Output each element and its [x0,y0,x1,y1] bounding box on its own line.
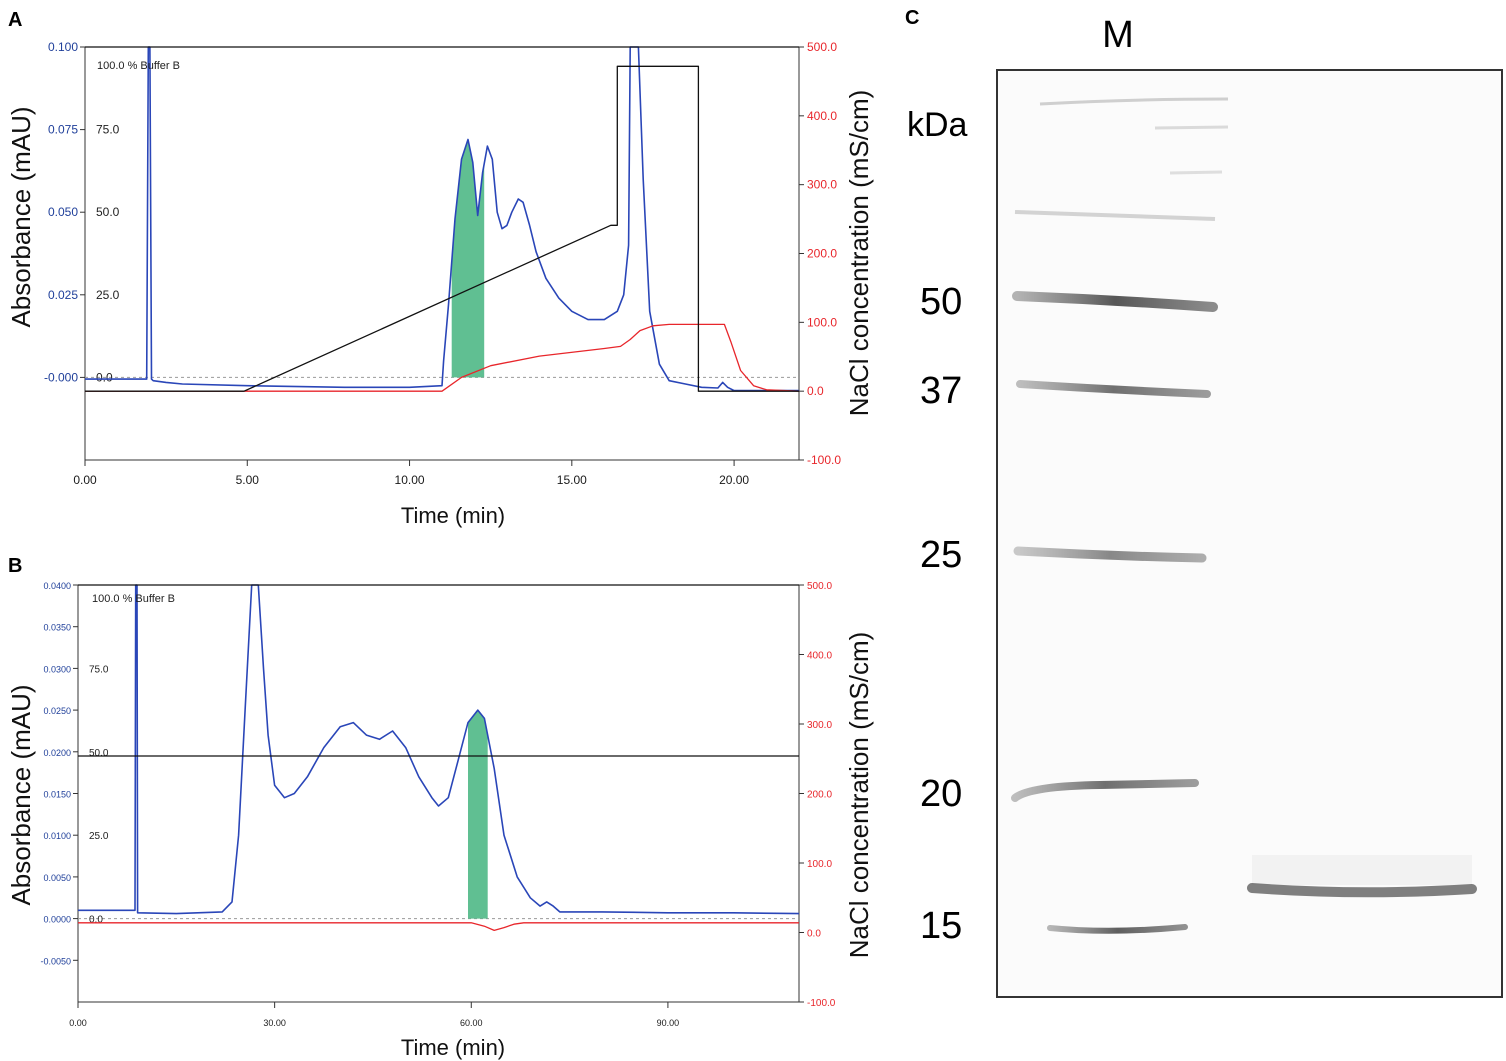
chart-y-right-tick-label: 400.0 [807,109,837,123]
gel-band-25 [1013,546,1207,563]
chart-inner-tick-label: 0.0 [96,370,113,384]
chart-y-left-tick-label: -0.0050 [40,956,71,966]
chart-fraction-area [451,139,485,378]
chart-a-ylabel-left: Absorbance (mAU) [6,106,36,327]
gel-marker-label: 20 [920,773,962,815]
chart-y-left-tick-label: 0.0100 [43,831,71,841]
chart-b-buffer-note: 100.0 % Buffer B [92,593,175,605]
gel-band-15 [1047,924,1188,934]
chart-y-right-tick-label: 0.0 [807,384,824,398]
gel-marker-label: 25 [920,534,962,576]
chart-y-right-tick-label: 300.0 [807,720,832,731]
chart-y-left-tick-label: 0.0150 [43,790,71,800]
chart-b-ylabel-right: NaCl concentration (mS/cm) [844,632,874,959]
gel-band-faint [1039,97,1229,106]
chart-x-tick-label: 60.00 [460,1018,483,1028]
chart-b-xlabel: Time (min) [401,1035,505,1060]
chart-y-right-tick-label: -100.0 [807,998,836,1009]
chart-fraction-area [468,710,488,919]
chart-y-right-tick-label: 200.0 [807,790,832,801]
panel-label-b: B [8,555,22,577]
chart-a-buffer-note: 100.0 % Buffer B [97,60,180,72]
chart-series-absorbance [78,584,800,915]
chart-y-right-tick-label: 500.0 [807,581,832,592]
chart-x-tick-label: 15.00 [557,473,587,487]
gel-frame [996,69,1503,998]
chart-y-left-tick-label: 0.050 [48,205,78,219]
chart-x-tick-label: 30.00 [263,1018,286,1028]
gel-band-37 [1016,380,1211,398]
chart-x-tick-label: 20.00 [719,473,749,487]
gel-band-20 [1011,779,1199,802]
chart-y-right-tick-label: 400.0 [807,651,832,662]
chart-inner-tick-label: 75.0 [96,123,120,137]
chart-series-conductivity [78,922,799,932]
chart-y-right-tick-label: 100.0 [807,859,832,870]
gel-band-faint [1154,125,1229,130]
chart-y-left-tick-label: 0.0300 [43,664,71,674]
chart-y-left-tick-label: -0.000 [44,370,78,384]
gel-marker-label: 50 [920,281,962,323]
chart-y-left-tick-label: 0.0000 [43,915,71,925]
chart-y-right-tick-label: 0.0 [807,929,821,940]
chart-inner-tick-label: 50.0 [89,748,109,759]
gel-band-faint [1014,210,1216,221]
gel-lane-label: M [1102,14,1134,56]
gel-panel: M kDa 50 37 25 20 15 [907,14,1503,998]
chart-inner-tick-label: 0.0 [89,915,103,926]
chart-y-right-tick-label: 500.0 [807,40,837,54]
gel-band-sample [1247,883,1477,898]
panel-label-c: C [905,7,919,29]
gel-marker-label: 15 [920,905,962,947]
chart-inner-tick-label: 25.0 [89,831,109,842]
chart-b: -0.0050 0.0000 0.0050 0.0100 0.0150 0.0200 0.0… [40,581,835,1028]
chart-y-right-tick-label: 200.0 [807,247,837,261]
chart-y-left-tick-label: 0.0400 [43,581,71,591]
chart-y-right-tick-label: -100.0 [807,453,841,467]
chart-a: -0.000 0.025 0.050 0.075 0.100 0.0 25.0 50.0 75.… [44,40,841,487]
chart-y-left-tick-label: 0.0200 [43,748,71,758]
chart-inner-tick-label: 25.0 [96,288,120,302]
chart-y-left-tick-label: 0.0250 [43,706,71,716]
chart-inner-tick-label: 75.0 [89,664,109,675]
chart-series-absorbance [85,46,799,392]
gel-sample-smear [1252,855,1472,885]
chart-y-left-tick-label: 0.100 [48,40,78,54]
chart-x-tick-label: 10.00 [395,473,425,487]
panel-label-a: A [8,9,22,31]
gel-unit-label: kDa [907,106,968,144]
chart-x-tick-label: 5.00 [236,473,260,487]
chart-b-ylabel-left: Absorbance (mAU) [6,684,36,905]
gel-band-faint [1169,170,1223,175]
chart-y-left-tick-label: 0.0350 [43,623,71,633]
chart-y-left-tick-label: 0.025 [48,288,78,302]
chart-x-tick-label: 0.00 [73,473,97,487]
chart-a-xlabel: Time (min) [401,503,505,528]
chart-x-tick-label: 90.00 [657,1018,680,1028]
chart-x-tick-label: 0.00 [69,1018,87,1028]
chart-y-right-tick-label: 300.0 [807,178,837,192]
gel-band-50 [1012,291,1218,312]
chart-y-left-tick-label: 0.0050 [43,873,71,883]
chart-y-right-tick-label: 100.0 [807,315,837,329]
gel-marker-label: 37 [920,370,962,412]
chart-y-left-tick-label: 0.075 [48,123,78,137]
chart-inner-tick-label: 50.0 [96,205,120,219]
chart-series-conductivity [85,323,800,392]
chart-a-ylabel-right: NaCl concentration (mS/cm) [844,90,874,417]
chart-series-buffer-b [85,65,799,392]
